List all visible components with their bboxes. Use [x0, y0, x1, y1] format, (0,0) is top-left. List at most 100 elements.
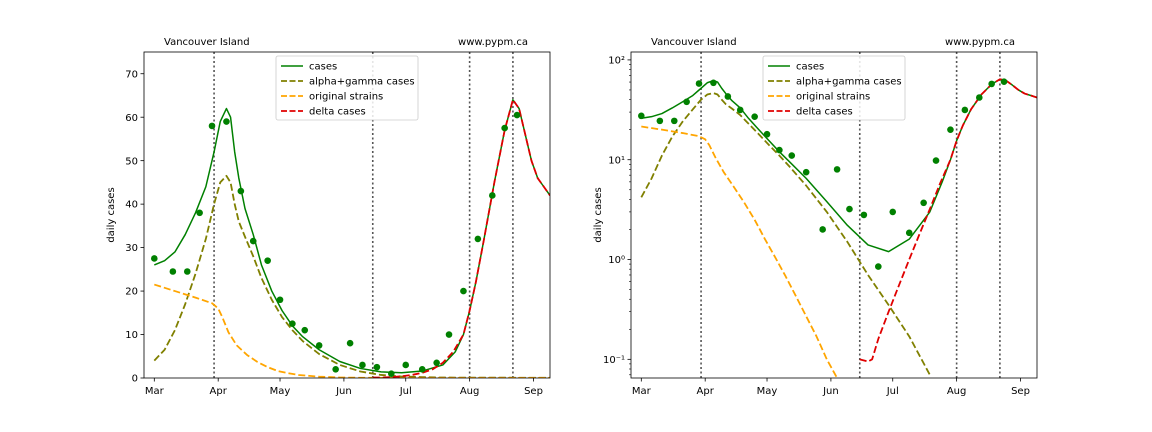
series-line-alpha-gamma-cases — [640, 92, 931, 376]
x-tick-label: Mar — [145, 386, 165, 397]
data-point — [920, 199, 927, 207]
legend-label-alpha-gamma: alpha+gamma cases — [309, 77, 415, 88]
legend-label-cases: cases — [309, 62, 337, 73]
y-tick-label: 40 — [125, 200, 138, 211]
plot-layer: Mar Apr May Jun Jul Aug Sep 10⁻¹ 10⁰ 10¹ 10² — [603, 51, 1038, 397]
plot-area — [151, 52, 550, 378]
axes-frame — [630, 51, 1038, 379]
data-point — [833, 166, 841, 173]
data-point — [359, 361, 366, 369]
log-chart-panel: Mar Apr May Jun Jul Aug Sep 10⁻¹ 10⁰ 10¹ 10² Vanco… — [593, 37, 1038, 397]
chart-title-left: Vancouver Island — [651, 37, 737, 48]
data-point — [445, 331, 453, 338]
data-point — [802, 168, 810, 176]
data-point — [332, 366, 339, 373]
x-tick-label: Apr — [210, 386, 228, 397]
x-tick-label: Apr — [697, 386, 715, 397]
data-point — [433, 359, 440, 367]
data-point — [846, 205, 853, 213]
x-tick-label: Jun — [335, 386, 352, 397]
legend: cases alpha+gamma cases original strains… — [762, 55, 906, 121]
legend-label-original: original strains — [309, 92, 383, 103]
legend-label-cases: cases — [796, 62, 824, 73]
y-tick-label: 10⁻¹ — [603, 355, 625, 366]
x-tick-label: Jul — [886, 386, 899, 397]
data-point — [301, 326, 309, 334]
data-point — [388, 370, 395, 377]
plot-area — [638, 52, 1037, 378]
data-point — [249, 237, 257, 245]
legend-label-original: original strains — [796, 92, 870, 103]
data-point — [488, 192, 496, 199]
data-point — [208, 122, 216, 130]
data-point — [763, 130, 771, 138]
data-point — [932, 157, 940, 164]
data-point — [776, 146, 783, 154]
data-point — [501, 124, 508, 132]
data-point — [656, 117, 664, 125]
data-point — [289, 320, 296, 327]
y-axis-label: daily cases — [106, 187, 117, 242]
legend-label-alpha-gamma: alpha+gamma cases — [796, 77, 902, 88]
series-line-original-strains — [641, 125, 838, 378]
data-point — [418, 366, 426, 373]
data-point — [724, 93, 732, 100]
legend-box — [275, 55, 419, 121]
y-tick-label: 10² — [608, 56, 625, 67]
y-axis-label: daily cases — [593, 187, 604, 242]
series-line-delta-cases — [859, 78, 1037, 363]
data-point — [788, 152, 796, 159]
data-point — [373, 363, 381, 371]
y-tick-label: 60 — [125, 113, 138, 124]
data-point — [169, 268, 177, 275]
y-tick-label: 30 — [125, 243, 138, 254]
data-point — [460, 287, 467, 295]
data-point — [151, 255, 158, 262]
y-tick-label: 10⁰ — [608, 255, 625, 266]
x-tick-label: Mar — [632, 386, 652, 397]
series-line-delta-cases — [372, 98, 550, 378]
x-tick-label: Jul — [399, 386, 412, 397]
data-point — [402, 361, 410, 369]
y-tick-label: 20 — [125, 287, 138, 298]
data-point — [237, 187, 245, 195]
x-tick-label: Aug — [947, 386, 967, 397]
plot-layer: Mar Apr May Jun Jul Aug Sep 0 10 20 30 40 50 60 70 — [125, 51, 551, 397]
legend: cases alpha+gamma cases original strains… — [275, 55, 419, 121]
x-tick-label: Jun — [822, 386, 839, 397]
data-point — [751, 113, 758, 120]
y-tick-label: 10 — [125, 330, 138, 341]
data-point — [683, 98, 690, 106]
data-point — [819, 226, 826, 233]
data-point — [474, 235, 482, 243]
data-point — [315, 342, 323, 349]
y-tick-label: 0 — [132, 374, 138, 385]
data-point — [736, 106, 744, 114]
data-point — [961, 106, 969, 114]
data-point — [670, 117, 678, 125]
data-point — [1000, 78, 1008, 85]
data-point — [223, 118, 230, 125]
data-point — [196, 209, 203, 217]
y-tick-label: 10¹ — [608, 155, 625, 166]
data-point — [513, 111, 521, 119]
chart-title-left: Vancouver Island — [164, 37, 250, 48]
legend-box — [762, 55, 906, 121]
chart-title-right: www.pypm.ca — [458, 37, 528, 48]
x-tick-label: May — [757, 386, 778, 397]
data-point — [860, 211, 868, 219]
data-point — [889, 208, 897, 216]
legend-label-delta: delta cases — [796, 107, 853, 118]
x-tick-label: May — [270, 386, 291, 397]
axes-frame — [143, 51, 551, 379]
chart-title-right: www.pypm.ca — [945, 37, 1015, 48]
data-point — [264, 257, 271, 264]
linear-chart-panel: Mar Apr May Jun Jul Aug Sep 0 10 20 30 40 50 60 70 Van… — [106, 37, 551, 397]
data-point — [905, 229, 913, 237]
series-line-alpha-gamma-cases — [153, 174, 550, 378]
data-point — [947, 126, 954, 133]
x-tick-label: Aug — [460, 386, 480, 397]
data-point — [346, 339, 354, 347]
y-tick-label: 50 — [125, 156, 138, 167]
